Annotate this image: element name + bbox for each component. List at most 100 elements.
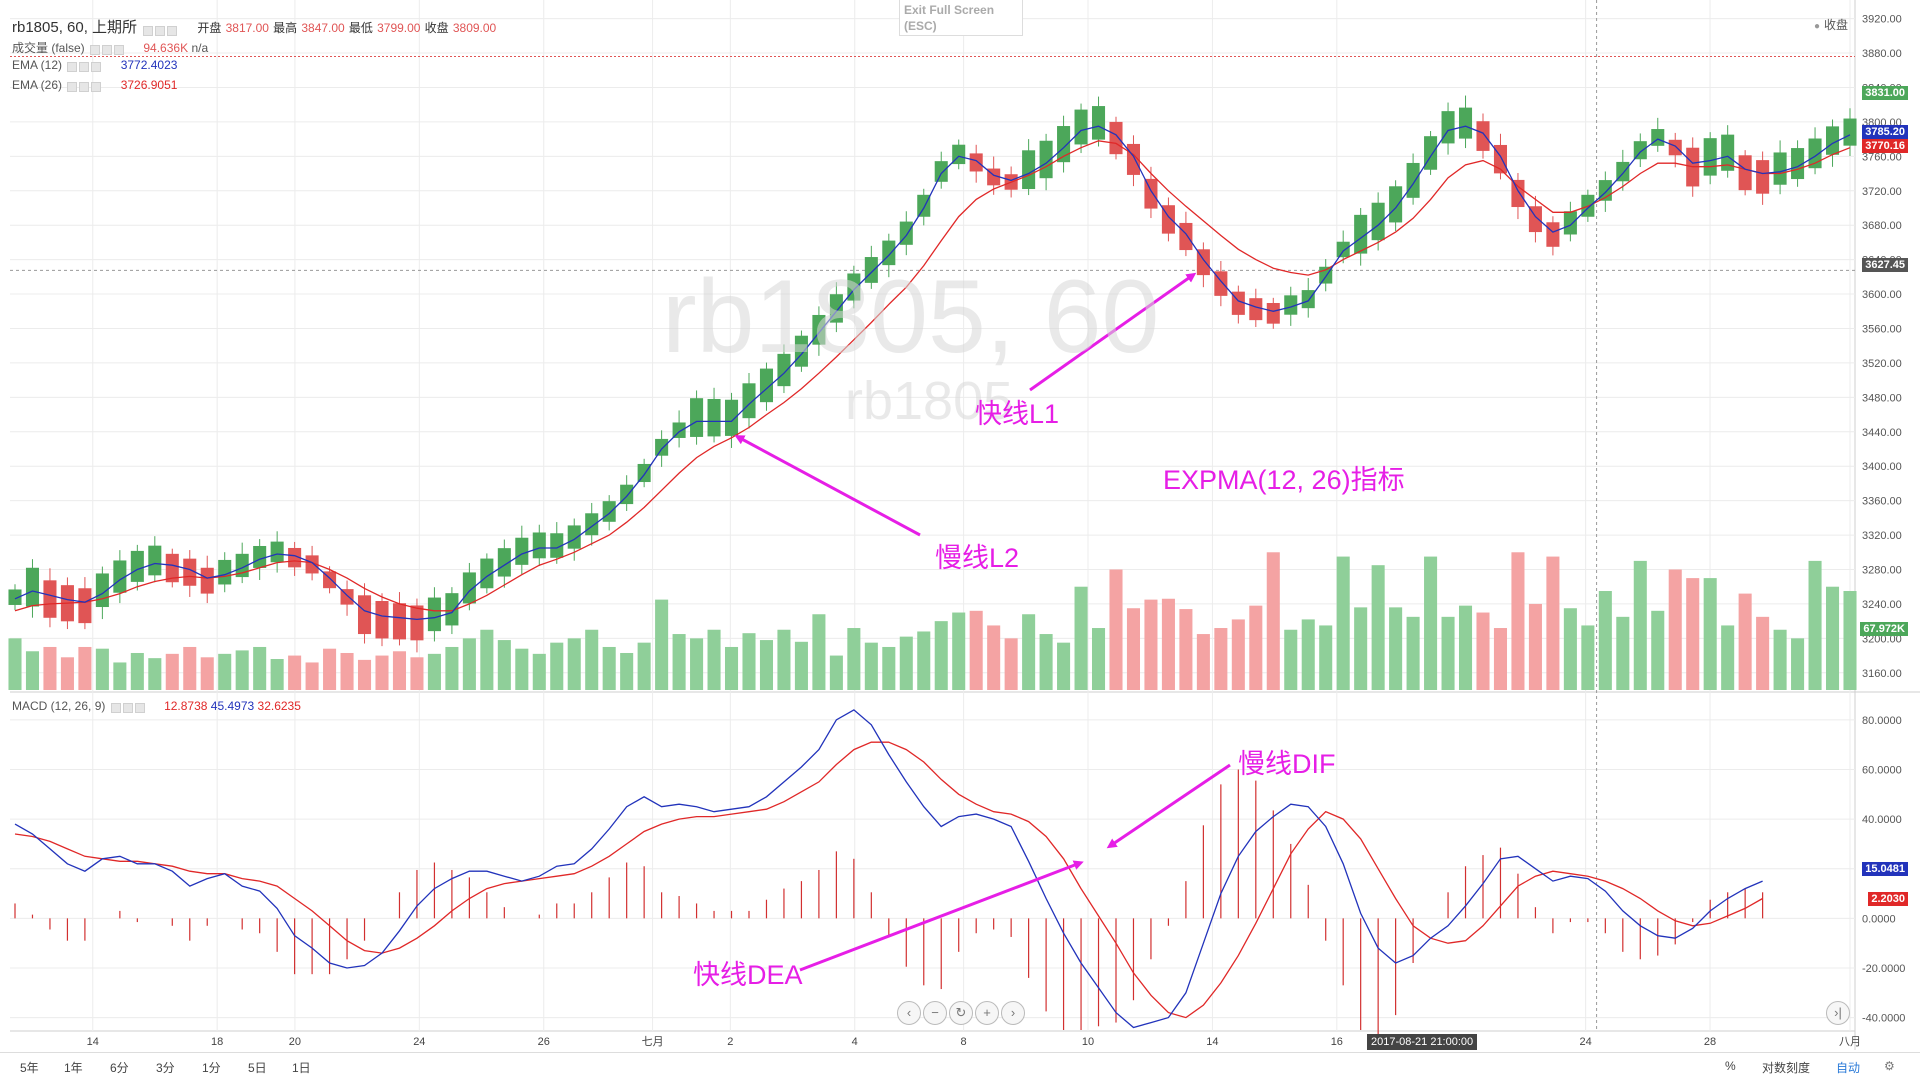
macd-controls[interactable] — [110, 702, 153, 713]
macd-label: MACD (12, 26, 9) — [12, 699, 106, 713]
auto-scale-toggle[interactable]: 自动 — [1836, 1061, 1861, 1075]
candle-body — [690, 398, 704, 437]
volume-bar — [148, 658, 162, 690]
legend-volume[interactable]: 成交量 (false) 94.636K n/a — [12, 39, 208, 56]
zoom-in-icon[interactable]: + — [975, 1001, 999, 1025]
arrow-fast-l1 — [1029, 272, 1197, 392]
volume-bar — [1196, 634, 1210, 690]
time-tick-label: 14 — [1206, 1036, 1218, 1048]
candle-body — [637, 463, 651, 483]
volume-bar — [288, 655, 302, 690]
zoom-out-icon[interactable]: − — [923, 1001, 947, 1025]
candle-body — [1022, 150, 1036, 190]
volume-bar — [253, 646, 267, 690]
volume-bar — [200, 657, 214, 690]
price-tick-label: 3680.00 — [1862, 220, 1902, 232]
candle-body — [1633, 141, 1647, 160]
annotation-arrows — [734, 272, 1231, 972]
volume-bar — [8, 638, 22, 690]
volume-bar — [323, 648, 337, 690]
reset-icon[interactable]: ↻ — [949, 1001, 973, 1025]
volume-bar — [1057, 642, 1071, 690]
exit-fullscreen-key: (ESC) — [904, 19, 937, 33]
log-scale-toggle[interactable]: 对数刻度 — [1762, 1061, 1811, 1075]
symbol-title[interactable]: rb1805, 60, 上期所 — [12, 19, 138, 36]
legend-macd[interactable]: MACD (12, 26, 9) 12.8738 45.4973 32.6235 — [12, 699, 301, 713]
candle-body — [602, 501, 616, 522]
candle-body — [357, 595, 372, 635]
last-price-box: 3831.00 — [1862, 86, 1908, 100]
candle-body — [1756, 160, 1770, 194]
candle-body — [724, 399, 739, 436]
legend-controls[interactable] — [143, 23, 185, 37]
arrow-slow-l2 — [734, 435, 921, 537]
volume-bar — [987, 625, 1001, 690]
scroll-left-icon[interactable]: ‹ — [897, 1001, 921, 1025]
volume-bar — [585, 629, 599, 690]
volume-value: 94.636K — [143, 41, 189, 55]
volume-bar — [847, 628, 861, 690]
timeframe-1d[interactable]: 1日 — [292, 1061, 311, 1075]
jump-to-realtime-icon[interactable]: ›| — [1826, 1001, 1850, 1025]
collapse-toggle[interactable]: 收盘 — [1814, 16, 1848, 33]
candle-body — [532, 532, 546, 559]
volume-bar — [1179, 609, 1193, 690]
volume-bar — [707, 629, 721, 690]
timeframe-3m[interactable]: 3分 — [156, 1061, 175, 1075]
macd-blue-box: 15.0481 — [1862, 862, 1908, 876]
candle-body — [1808, 138, 1822, 169]
volume-bar — [1004, 638, 1018, 690]
ema26-controls[interactable] — [67, 81, 109, 92]
time-tick-label: 28 — [1704, 1036, 1716, 1048]
scroll-right-icon[interactable]: › — [1001, 1001, 1025, 1025]
timeframe-1y[interactable]: 1年 — [64, 1061, 83, 1075]
candle-body — [375, 600, 389, 639]
volume-bar — [1791, 638, 1805, 690]
timeframe-5d[interactable]: 5日 — [248, 1061, 267, 1075]
volume-bar — [357, 659, 372, 690]
candle-body — [410, 605, 424, 641]
settings-icon[interactable]: ⚙ — [1884, 1059, 1895, 1073]
candle-body — [1668, 139, 1682, 156]
candle-body — [742, 383, 756, 419]
volume-bar — [917, 631, 931, 690]
open-value: 3817.00 — [225, 21, 269, 35]
price-tick-label: 3200.00 — [1862, 633, 1902, 645]
legend-ema12[interactable]: EMA (12) 3772.4023 — [12, 58, 177, 72]
volume-bar — [1389, 607, 1403, 690]
timeframe-1m[interactable]: 1分 — [202, 1061, 221, 1075]
ema12-value: 3772.4023 — [120, 58, 178, 72]
candle-body — [1738, 155, 1752, 191]
dif-line — [14, 709, 1763, 1029]
candle-body — [550, 533, 564, 558]
volume-bar — [882, 646, 896, 690]
candle-body — [1406, 162, 1420, 198]
volume-bar — [1581, 625, 1595, 690]
volume-bar — [672, 634, 686, 690]
candle-body — [480, 558, 494, 589]
volume-controls[interactable] — [90, 44, 132, 55]
price-tick-label: 3320.00 — [1862, 530, 1902, 542]
legend-ema26[interactable]: EMA (26) 3726.9051 — [12, 78, 177, 92]
close-label: 收盘 — [424, 21, 449, 35]
volume-bar — [1039, 634, 1053, 690]
ema26-line — [14, 140, 1851, 612]
candlesticks — [8, 95, 1857, 653]
timeframe-6m[interactable]: 6分 — [110, 1061, 129, 1075]
crosshair-price-box: 3627.45 — [1862, 258, 1908, 272]
candle-body — [1057, 126, 1071, 163]
volume-bar — [1546, 556, 1560, 690]
volume-bar — [497, 640, 511, 690]
candle-body — [25, 567, 40, 607]
ema12-controls[interactable] — [67, 61, 109, 72]
volume-bar — [1284, 629, 1298, 690]
volume-bar — [637, 642, 651, 690]
macd-tick-label: -40.0000 — [1862, 1013, 1905, 1025]
timeframe-5y[interactable]: 5年 — [20, 1061, 39, 1075]
chart-navigation: ‹ − ↻ + › — [897, 1001, 1027, 1025]
candle-body — [934, 161, 948, 182]
percent-toggle[interactable]: % — [1725, 1059, 1736, 1073]
candle-body — [1843, 118, 1857, 146]
exit-fullscreen-button[interactable]: Exit Full Screen (ESC) — [899, 0, 1023, 36]
